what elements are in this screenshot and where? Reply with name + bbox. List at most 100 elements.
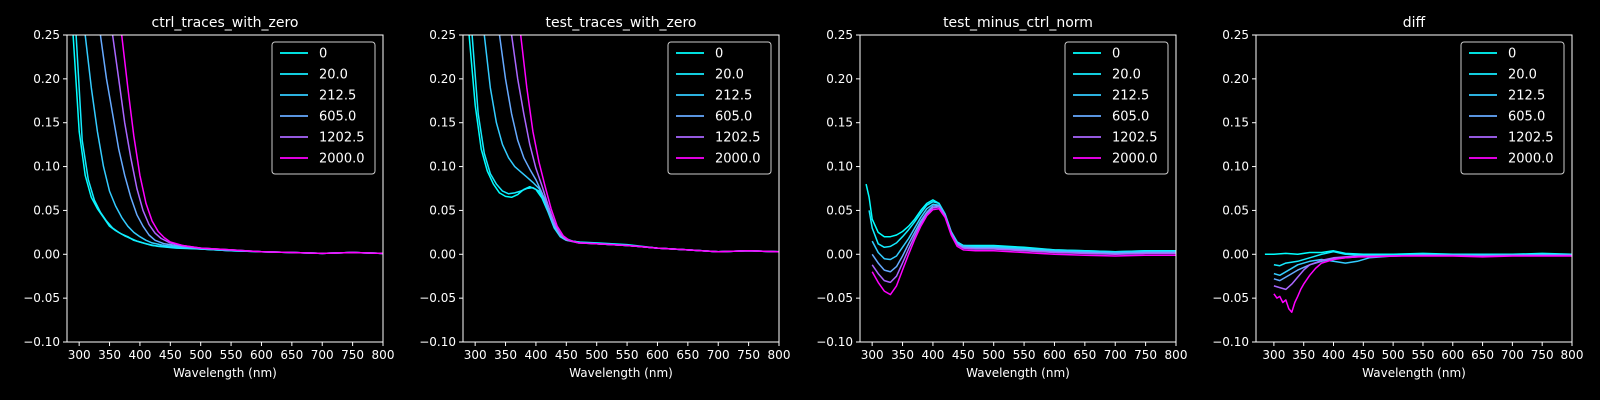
legend-label-5: 2000.0 [715,152,761,167]
legend-label-2: 212.5 [1508,89,1545,104]
y-tick-label: 0.20 [826,72,853,86]
legend-box [271,41,376,175]
x-tick-label: 300 [861,348,884,362]
x-tick-label: 800 [1561,348,1584,362]
legend-label-1: 20.0 [319,68,348,83]
legend-label-1: 20.0 [1508,68,1537,83]
y-tick-label: −0.05 [1212,291,1249,305]
legend-label-3: 605.0 [715,110,752,125]
y-tick-label: 0.25 [33,28,60,42]
x-tick-label: 700 [707,348,730,362]
x-tick-label: 300 [68,348,91,362]
y-tick-label: 0.15 [826,116,853,130]
x-tick-label: 750 [341,348,364,362]
x-tick-label: 550 [616,348,639,362]
legend: 0 20.0 212.5 605.0 1202.5 2000.0 [271,41,376,175]
x-tick-label: 300 [464,348,487,362]
legend-label-5: 2000.0 [1508,152,1554,167]
legend-label-3: 605.0 [1508,110,1545,125]
legend-label-4: 1202.5 [1112,131,1158,146]
x-tick-label: 700 [311,348,334,362]
legend-label-5: 2000.0 [319,152,365,167]
legend-label-0: 0 [715,47,723,62]
y-tick-label: 0.25 [1222,28,1249,42]
x-tick-label: 350 [1292,348,1315,362]
legend-label-0: 0 [1508,47,1516,62]
series-lines [1264,250,1572,313]
x-tick-label: 700 [1501,348,1524,362]
y-tick-label: 0.10 [1222,160,1249,174]
y-tick-label: 0.15 [1222,116,1249,130]
x-axis-label: Wavelength (nm) [173,366,277,380]
x-tick-label: 750 [1134,348,1157,362]
x-tick-label: 650 [676,348,699,362]
chart-panel-1: test_traces_with_zero 300 350 400 450 500 550 6… [419,15,790,380]
series-line-5 [871,207,1176,296]
y-tick-label: −0.10 [816,335,853,349]
y-tick-label: 0.10 [826,160,853,174]
x-tick-label: 400 [128,348,151,362]
legend-label-1: 20.0 [1112,68,1141,83]
x-axis-label: Wavelength (nm) [966,366,1070,380]
x-tick-label: 500 [585,348,608,362]
x-tick-label: 600 [1043,348,1066,362]
legend: 0 20.0 212.5 605.0 1202.5 2000.0 [667,41,772,175]
series-lines [468,35,779,253]
x-tick-label: 400 [524,348,547,362]
x-tick-label: 350 [494,348,517,362]
legend-label-0: 0 [319,47,327,62]
chart-panel-2: test_minus_ctrl_norm 300 350 400 450 500 550 60… [816,15,1187,380]
x-tick-label: 600 [1441,348,1464,362]
x-tick-label: 750 [737,348,760,362]
y-tick-label: 0.25 [826,28,853,42]
x-tick-label: 600 [250,348,273,362]
series-line-3 [1273,254,1572,282]
x-tick-label: 450 [952,348,975,362]
x-tick-label: 650 [1073,348,1096,362]
x-tick-label: 350 [98,348,121,362]
series-line-4 [871,206,1176,284]
legend: 0 20.0 212.5 605.0 1202.5 2000.0 [1064,41,1169,175]
y-tick-label: 0.15 [429,116,456,130]
x-tick-label: 550 [1013,348,1036,362]
legend-label-3: 605.0 [319,110,356,125]
x-tick-label: 650 [280,348,303,362]
x-tick-label: 800 [372,348,395,362]
y-tick-label: −0.10 [1212,335,1249,349]
x-tick-label: 400 [1322,348,1345,362]
x-axis-label: Wavelength (nm) [1362,366,1466,380]
series-line-5 [120,35,383,255]
y-tick-label: −0.05 [23,291,60,305]
axes-frame [66,34,384,343]
legend-box [667,41,772,175]
y-tick-label: 0.20 [429,72,456,86]
y-tick-label: 0.00 [1222,247,1249,261]
legend-box [1460,41,1565,175]
x-tick-label: 500 [1382,348,1405,362]
legend-label-4: 1202.5 [1508,131,1554,146]
x-tick-label: 500 [982,348,1005,362]
y-tick-label: 0.10 [429,160,456,174]
x-tick-label: 550 [220,348,243,362]
chart-title: test_traces_with_zero [546,15,697,31]
y-tick-label: 0.25 [429,28,456,42]
x-tick-label: 700 [1104,348,1127,362]
x-tick-label: 450 [159,348,182,362]
y-tick-label: 0.20 [33,72,60,86]
x-tick-label: 450 [1352,348,1375,362]
x-tick-label: 650 [1471,348,1494,362]
chart-title: diff [1403,15,1426,31]
chart-panel-0: ctrl_traces_with_zero 300 350 400 450 500 550 6… [23,15,394,380]
x-tick-label: 800 [1165,348,1188,362]
y-tick-label: −0.10 [23,335,60,349]
legend-label-5: 2000.0 [1112,152,1158,167]
y-tick-label: 0.15 [33,116,60,130]
series-line-5 [1273,255,1572,313]
x-tick-label: 800 [768,348,791,362]
y-tick-label: 0.00 [33,247,60,261]
legend-label-4: 1202.5 [715,131,761,146]
y-tick-label: 0.00 [429,247,456,261]
series-line-1 [868,200,1176,253]
x-tick-label: 400 [921,348,944,362]
